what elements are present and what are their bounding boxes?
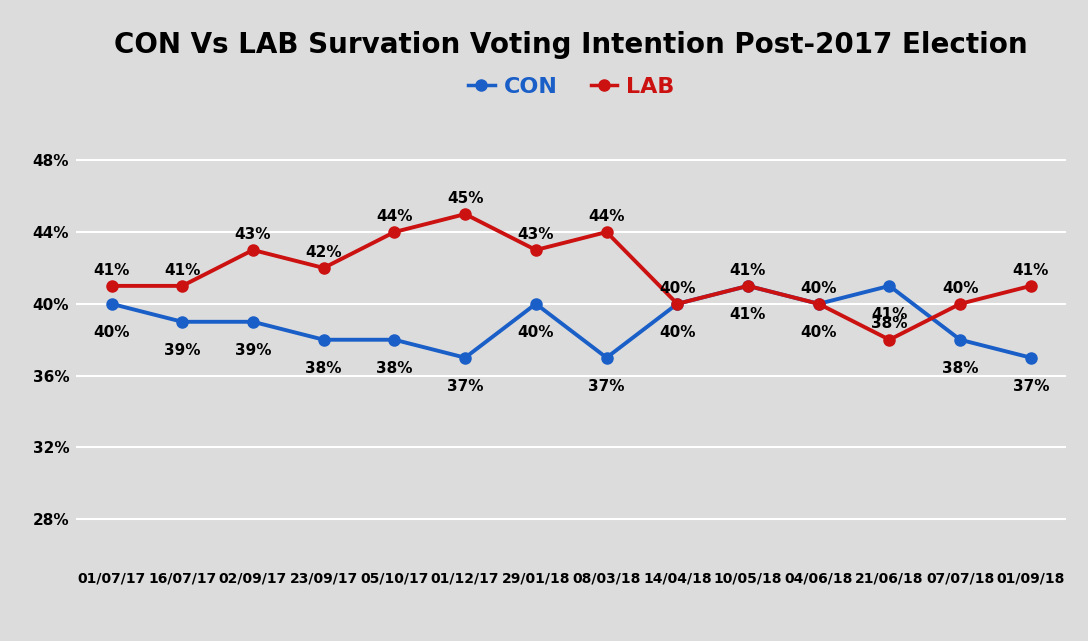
Text: 41%: 41% (730, 263, 766, 278)
Text: 38%: 38% (306, 361, 342, 376)
Text: 38%: 38% (871, 317, 907, 331)
Text: 41%: 41% (871, 307, 907, 322)
Text: 39%: 39% (235, 343, 271, 358)
Text: 41%: 41% (1013, 263, 1049, 278)
Text: 37%: 37% (1013, 379, 1049, 394)
Text: 40%: 40% (801, 281, 837, 296)
Text: 39%: 39% (164, 343, 200, 358)
Text: 40%: 40% (801, 325, 837, 340)
Text: 38%: 38% (376, 361, 412, 376)
Text: 43%: 43% (518, 227, 554, 242)
Text: 43%: 43% (235, 227, 271, 242)
Text: 40%: 40% (942, 281, 978, 296)
Text: 38%: 38% (942, 361, 978, 376)
Text: 42%: 42% (306, 245, 342, 260)
Text: 37%: 37% (589, 379, 625, 394)
Text: 41%: 41% (94, 263, 129, 278)
Text: 44%: 44% (589, 209, 625, 224)
Text: 45%: 45% (447, 191, 483, 206)
Legend: CON, LAB: CON, LAB (459, 68, 683, 106)
Text: 37%: 37% (447, 379, 483, 394)
Text: 41%: 41% (730, 307, 766, 322)
Title: CON Vs LAB Survation Voting Intention Post-2017 Election: CON Vs LAB Survation Voting Intention Po… (114, 31, 1028, 59)
Text: 40%: 40% (518, 325, 554, 340)
Text: 40%: 40% (94, 325, 129, 340)
Text: 40%: 40% (659, 281, 695, 296)
Text: 44%: 44% (376, 209, 412, 224)
Text: 41%: 41% (164, 263, 200, 278)
Text: 40%: 40% (659, 325, 695, 340)
